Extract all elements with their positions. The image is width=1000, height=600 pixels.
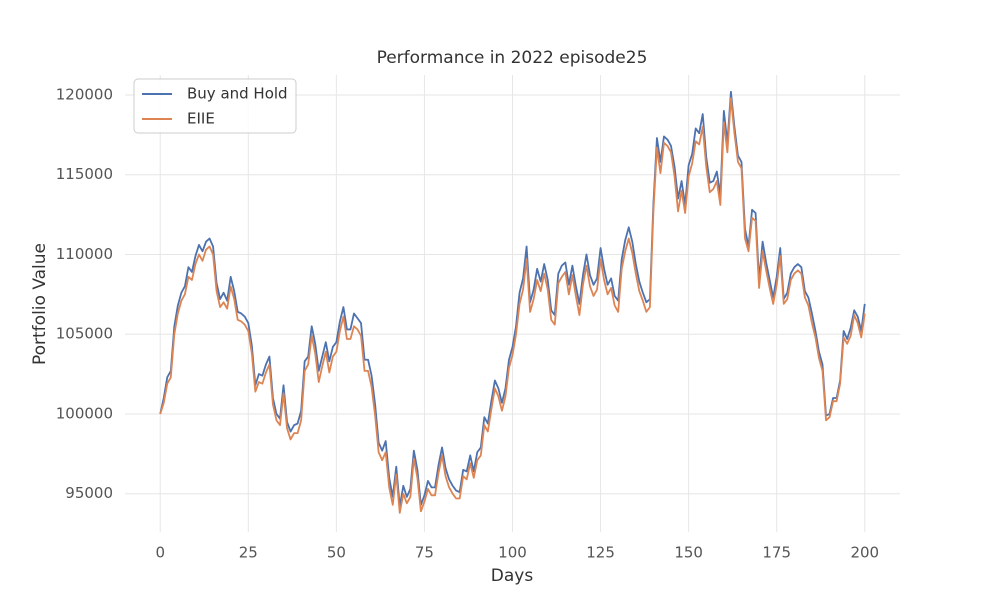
y-tick-label: 120000 xyxy=(56,85,113,103)
x-tick-label: 150 xyxy=(674,544,703,562)
legend-box xyxy=(133,78,297,134)
x-tick-label: 50 xyxy=(327,544,346,562)
y-tick-label: 105000 xyxy=(56,325,113,343)
legend-label: Buy and Hold xyxy=(187,85,288,103)
y-tick-label: 100000 xyxy=(56,404,113,422)
x-tick-label: 0 xyxy=(155,544,165,562)
x-axis-label: Days xyxy=(491,566,534,586)
legend-label: EIIE xyxy=(187,110,215,128)
x-tick-label: 25 xyxy=(239,544,258,562)
x-tick-label: 75 xyxy=(415,544,434,562)
series-line xyxy=(159,97,866,514)
chart-title: Performance in 2022 episode25 xyxy=(377,48,648,68)
x-tick-label: 175 xyxy=(762,544,791,562)
y-tick-label: 115000 xyxy=(56,165,113,183)
y-tick-label: 110000 xyxy=(56,245,113,263)
legend: Buy and Hold EIIE xyxy=(133,78,297,134)
y-axis-label: Portfolio Value xyxy=(30,243,50,365)
series-line xyxy=(159,90,866,508)
x-tick-label: 200 xyxy=(850,544,879,562)
y-tick-label: 95000 xyxy=(65,484,113,502)
x-tick-label: 100 xyxy=(498,544,527,562)
x-tick-label: 125 xyxy=(586,544,615,562)
